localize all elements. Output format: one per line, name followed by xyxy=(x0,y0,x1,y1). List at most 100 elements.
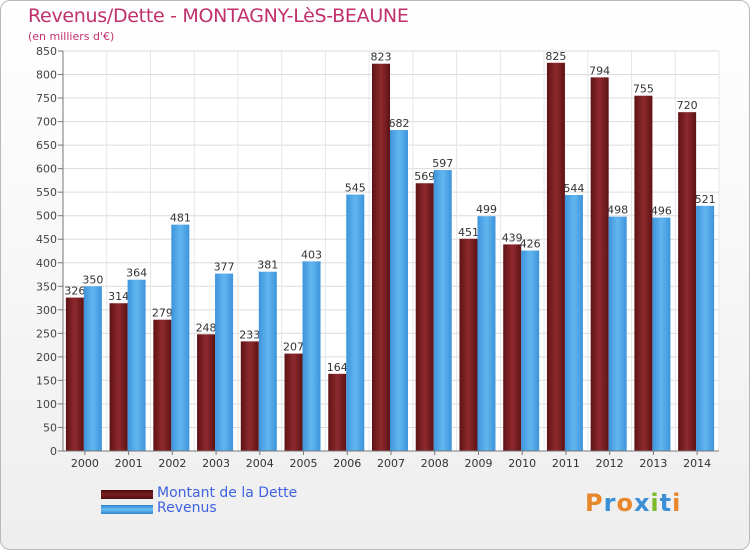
data-label: 377 xyxy=(214,261,235,274)
bar-revenus xyxy=(564,195,583,451)
data-label: 248 xyxy=(196,321,217,334)
x-tick-label: 2012 xyxy=(596,457,624,470)
x-tick-label: 2003 xyxy=(202,457,230,470)
bar-dette xyxy=(415,183,434,451)
x-tick-label: 2001 xyxy=(115,457,143,470)
x-tick-label: 2005 xyxy=(290,457,318,470)
bar-dette xyxy=(590,77,609,452)
bar-revenus xyxy=(127,279,146,451)
bar-dette xyxy=(328,373,347,451)
y-tick-label: 200 xyxy=(36,351,57,364)
data-label: 569 xyxy=(414,170,435,183)
y-tick-label: 0 xyxy=(50,445,57,458)
data-label: 682 xyxy=(389,117,410,130)
logo-letter: t xyxy=(659,489,673,517)
bar-dette xyxy=(109,303,128,451)
data-label: 439 xyxy=(502,231,523,244)
logo-letter: r xyxy=(603,489,617,517)
y-tick-label: 800 xyxy=(36,69,57,82)
x-tick-label: 2008 xyxy=(421,457,449,470)
data-label: 498 xyxy=(607,204,628,217)
bar-dette xyxy=(372,63,390,452)
bar-dette xyxy=(503,244,522,451)
data-label: 720 xyxy=(677,99,698,112)
bar-revenus xyxy=(346,194,365,451)
bar-dette xyxy=(65,297,84,451)
y-tick-label: 650 xyxy=(36,139,57,152)
y-tick-label: 500 xyxy=(36,210,57,223)
x-tick-label: 2000 xyxy=(71,457,99,470)
chart-title: Revenus/Dette - MONTAGNY-LèS-BEAUNE xyxy=(28,5,409,27)
legend-label-revenus: Revenus xyxy=(157,500,217,516)
bar-dette xyxy=(678,112,697,452)
data-label: 825 xyxy=(545,50,566,63)
bar-revenus xyxy=(608,216,627,451)
data-label: 544 xyxy=(563,182,584,195)
y-tick-label: 50 xyxy=(43,421,57,434)
data-label: 545 xyxy=(345,182,366,195)
bar-dette xyxy=(284,353,303,451)
logo-letter: x xyxy=(633,489,651,517)
data-label: 451 xyxy=(458,226,479,239)
x-tick-label: 2006 xyxy=(333,457,361,470)
data-label: 496 xyxy=(651,205,672,218)
bar-dette xyxy=(546,62,565,451)
data-label: 381 xyxy=(257,259,278,272)
y-tick-label: 450 xyxy=(36,233,57,246)
data-label: 233 xyxy=(239,328,260,341)
data-label: 481 xyxy=(170,212,191,225)
y-tick-label: 250 xyxy=(36,327,57,340)
data-label: 403 xyxy=(301,248,322,261)
y-tick-label: 600 xyxy=(36,163,57,176)
data-label: 597 xyxy=(432,157,453,170)
proxiti-logo: Proxiti xyxy=(585,489,681,517)
y-tick-label: 150 xyxy=(36,374,57,387)
bar-revenus xyxy=(302,261,321,451)
x-tick-label: 2009 xyxy=(464,457,492,470)
x-tick-label: 2004 xyxy=(246,457,274,470)
bar-revenus xyxy=(652,217,671,451)
bar-dette xyxy=(459,238,478,451)
bar-revenus xyxy=(696,205,715,451)
data-label: 279 xyxy=(152,307,173,320)
data-label: 164 xyxy=(327,361,348,374)
bar-dette xyxy=(197,334,216,451)
data-label: 326 xyxy=(64,285,85,298)
y-tick-label: 850 xyxy=(36,45,57,58)
data-label: 350 xyxy=(82,273,103,286)
bar-revenus xyxy=(521,250,540,451)
data-label: 207 xyxy=(283,341,304,354)
data-label: 499 xyxy=(476,203,497,216)
bar-revenus xyxy=(215,273,234,451)
y-tick-label: 350 xyxy=(36,280,57,293)
legend-swatch-revenus xyxy=(101,505,153,514)
bar-dette xyxy=(634,95,653,452)
x-tick-label: 2007 xyxy=(377,457,405,470)
bar-revenus xyxy=(390,130,408,451)
x-tick-label: 2011 xyxy=(552,457,580,470)
data-label: 426 xyxy=(520,238,541,251)
y-tick-label: 750 xyxy=(36,92,57,105)
bar-dette xyxy=(153,319,172,451)
data-label: 314 xyxy=(108,290,129,303)
data-label: 364 xyxy=(126,267,147,280)
logo-letter: P xyxy=(585,489,604,517)
y-tick-label: 550 xyxy=(36,186,57,199)
logo-letter: o xyxy=(616,489,634,517)
chart-subtitle: (en milliers d'€) xyxy=(28,30,115,43)
data-label: 823 xyxy=(371,51,392,64)
y-tick-label: 700 xyxy=(36,116,57,129)
x-tick-label: 2013 xyxy=(639,457,667,470)
bar-revenus xyxy=(477,216,496,451)
x-tick-label: 2010 xyxy=(508,457,536,470)
y-tick-label: 400 xyxy=(36,257,57,270)
x-tick-label: 2002 xyxy=(158,457,186,470)
logo-letter: i xyxy=(650,489,660,517)
y-tick-label: 300 xyxy=(36,304,57,317)
bar-revenus xyxy=(433,170,452,451)
bar-revenus xyxy=(171,224,190,451)
legend-label-dette: Montant de la Dette xyxy=(157,485,298,501)
x-tick-label: 2014 xyxy=(683,457,711,470)
